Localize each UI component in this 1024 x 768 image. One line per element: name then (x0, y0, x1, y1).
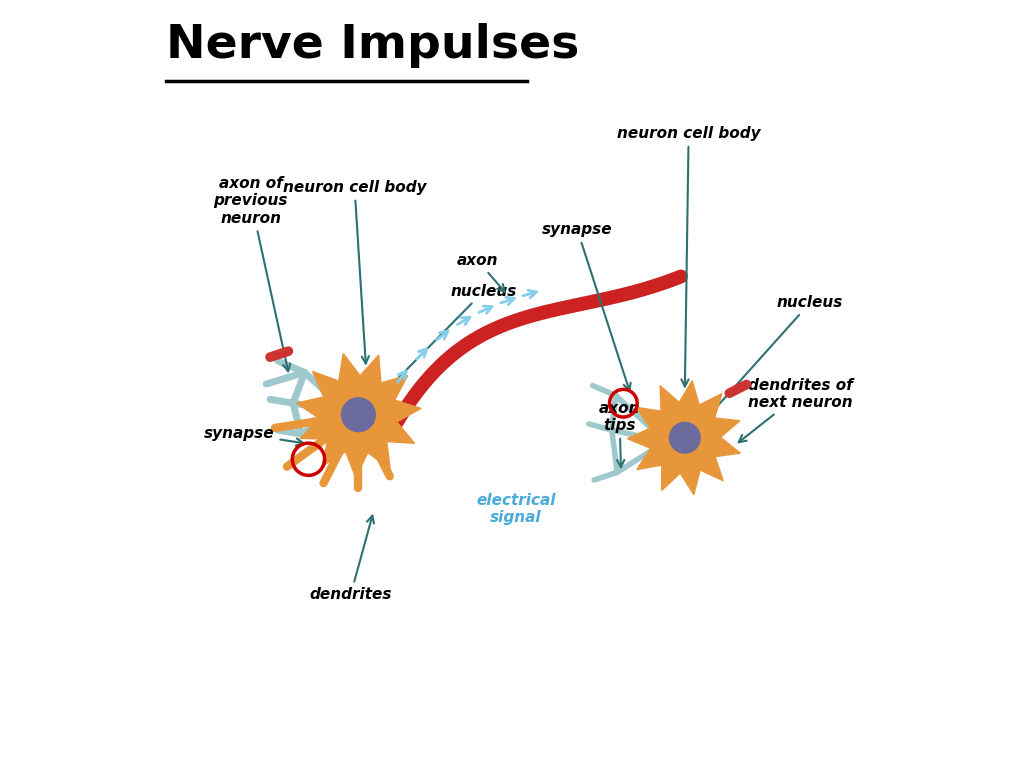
Circle shape (670, 422, 700, 453)
Text: synapse: synapse (204, 425, 303, 445)
Text: Nerve Impulses: Nerve Impulses (166, 23, 580, 68)
Text: neuron cell body: neuron cell body (283, 180, 426, 363)
Text: dendrites of
next neuron: dendrites of next neuron (738, 378, 852, 442)
Text: synapse: synapse (542, 222, 631, 391)
Text: dendrites: dendrites (309, 515, 392, 602)
Text: nucleus: nucleus (696, 295, 844, 430)
Text: axon
tips: axon tips (599, 401, 640, 467)
Polygon shape (297, 353, 421, 478)
Circle shape (341, 398, 375, 432)
Text: axon of
previous
neuron: axon of previous neuron (214, 176, 290, 372)
Text: nucleus: nucleus (370, 283, 517, 407)
Polygon shape (628, 381, 740, 495)
Text: neuron cell body: neuron cell body (616, 126, 761, 386)
Text: axon: axon (457, 253, 505, 292)
Text: electrical
signal: electrical signal (476, 493, 556, 525)
